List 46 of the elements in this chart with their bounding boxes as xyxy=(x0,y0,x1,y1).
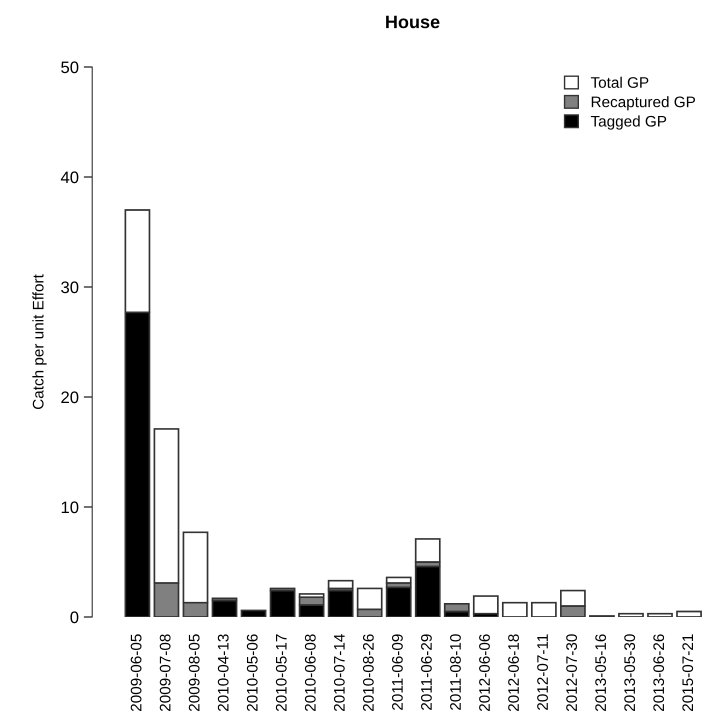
chart-title: House xyxy=(386,16,440,28)
legend-label: Recaptured GP xyxy=(592,96,696,110)
x-tick-label: 2010-05-06 xyxy=(246,634,258,712)
x-tick-label: 2013-05-30 xyxy=(624,634,636,712)
x-tick-label: 2015-07-21 xyxy=(682,634,694,712)
y-axis-title: Catch per unit Effort xyxy=(32,274,47,410)
bar xyxy=(502,602,528,617)
x-tick-label: 2010-06-08 xyxy=(304,634,316,712)
x-tick-label: 2011-08-10 xyxy=(450,634,461,710)
x-tick-label: 2012-06-06 xyxy=(479,634,490,712)
x-tick-label: 2012-06-18 xyxy=(508,634,519,712)
x-tick-label: 2012-07-11 xyxy=(537,634,548,710)
bar xyxy=(386,586,412,617)
x-tick-label: 2013-06-26 xyxy=(653,634,664,712)
y-tick-label: 0 xyxy=(70,611,78,624)
x-tick-label: 2010-05-17 xyxy=(276,634,287,712)
x-tick-label: 2011-06-09 xyxy=(392,634,403,710)
x-tick-label: 2009-08-05 xyxy=(188,634,200,712)
legend-label: Tagged GP xyxy=(590,115,666,130)
bar xyxy=(472,595,499,615)
bar xyxy=(328,590,354,617)
bar xyxy=(386,576,412,584)
y-tick-label: 30 xyxy=(61,281,78,294)
x-tick-label: 2010-07-14 xyxy=(334,634,345,712)
legend-label: Total GP xyxy=(590,76,648,88)
x-tick-label: 2013-05-16 xyxy=(595,634,606,712)
bar xyxy=(212,600,238,617)
y-tick-label: 40 xyxy=(60,171,78,184)
x-tick-label: 2009-07-08 xyxy=(160,634,171,712)
x-tick-label: 2010-04-13 xyxy=(218,634,229,712)
x-tick-label: 2009-06-05 xyxy=(130,634,142,712)
bar xyxy=(328,580,354,590)
bar xyxy=(414,538,441,563)
y-tick-label: 10 xyxy=(62,501,78,514)
y-tick-label: 50 xyxy=(61,61,78,74)
bar xyxy=(618,612,644,617)
bar xyxy=(240,610,266,617)
bar xyxy=(530,602,557,617)
bar xyxy=(676,610,702,617)
bar xyxy=(414,566,441,617)
bar xyxy=(270,590,296,617)
x-tick-label: 2010-08-26 xyxy=(362,634,374,712)
x-tick-label: 2012-07-30 xyxy=(566,634,578,712)
bar xyxy=(647,612,673,617)
x-tick-label: 2011-06-29 xyxy=(421,634,432,710)
y-tick-label: 20 xyxy=(61,391,78,404)
